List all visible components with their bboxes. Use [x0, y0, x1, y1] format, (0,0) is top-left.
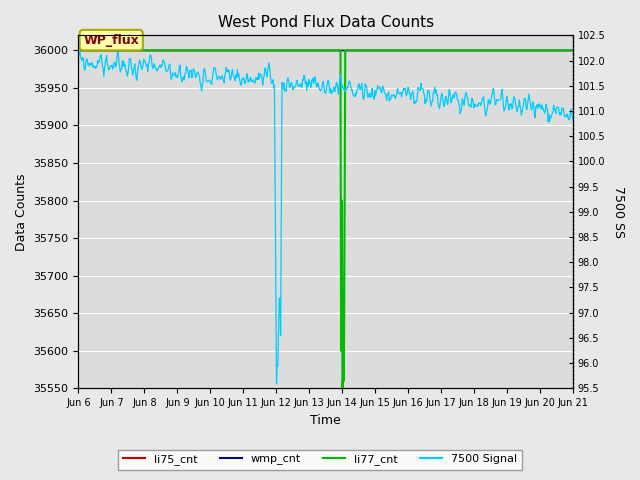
Title: West Pond Flux Data Counts: West Pond Flux Data Counts: [218, 15, 434, 30]
Legend: li75_cnt, wmp_cnt, li77_cnt, 7500 Signal: li75_cnt, wmp_cnt, li77_cnt, 7500 Signal: [118, 450, 522, 469]
Y-axis label: 7500 SS: 7500 SS: [612, 186, 625, 238]
Text: WP_flux: WP_flux: [83, 34, 139, 47]
Y-axis label: Data Counts: Data Counts: [15, 173, 28, 251]
X-axis label: Time: Time: [310, 414, 341, 427]
